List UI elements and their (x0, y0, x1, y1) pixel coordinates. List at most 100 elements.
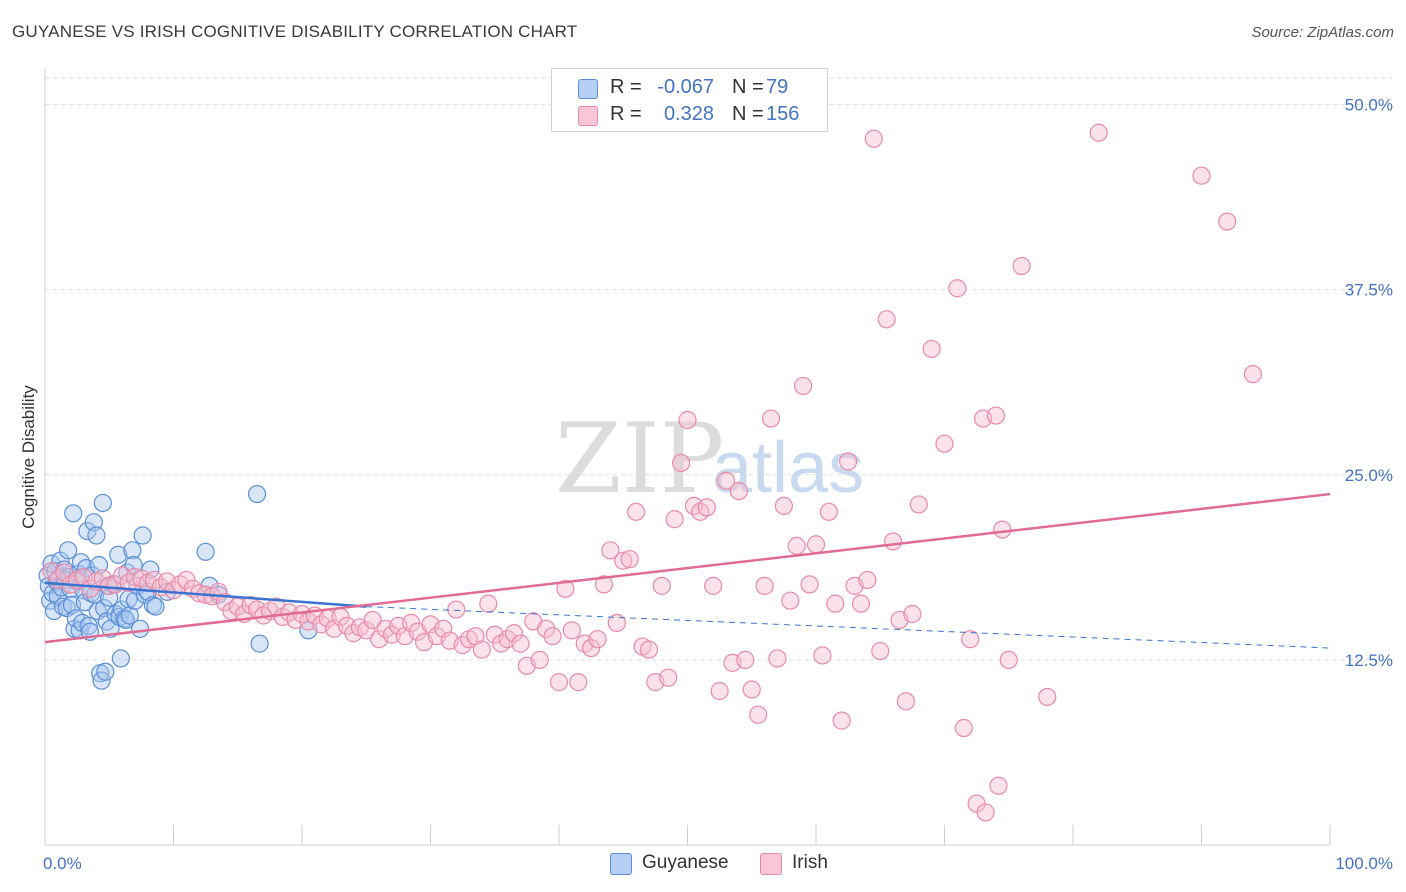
legend-n-value: 156 (766, 103, 800, 125)
guyanese-point (64, 504, 83, 523)
irish-point (781, 591, 800, 610)
irish-point (1012, 256, 1031, 276)
irish-point (832, 711, 851, 730)
irish-point (909, 495, 928, 514)
irish-point (472, 640, 491, 659)
legend-r-value: -0.067 (657, 76, 714, 98)
legend-n-label: N = (732, 103, 764, 125)
irish-point (678, 410, 697, 430)
irish-trend-line (44, 492, 1331, 644)
legend-row-irish: R = 0.328 N = 156 (552, 101, 827, 129)
irish-point (594, 575, 614, 594)
y-tick-label: 50.0% (1345, 96, 1393, 115)
irish-point (588, 630, 607, 649)
guyanese-point (119, 590, 138, 609)
guyanese-point (111, 649, 130, 668)
irish-point (504, 624, 524, 643)
series-legend: Guyanese Irish (0, 852, 1406, 878)
guyanese-point (79, 616, 98, 635)
irish-point (511, 634, 530, 653)
irish-point (479, 594, 498, 613)
irish-swatch (760, 853, 782, 875)
guyanese-trend-dashed (366, 606, 1331, 649)
axis-labels: 12.5% 25.0% 37.5% 50.0% 0.0% 100.0% (43, 96, 1393, 873)
irish-point (989, 776, 1008, 795)
irish-point (999, 650, 1018, 670)
irish-point (736, 650, 755, 670)
irish-point (729, 481, 749, 501)
irish-point (659, 668, 678, 687)
irish-point (864, 129, 883, 148)
guyanese-trend-line (44, 581, 367, 608)
guyanese-point (125, 591, 145, 610)
watermark-zip: ZIP (555, 403, 724, 515)
irish-point (549, 673, 569, 692)
irish-point (761, 409, 781, 428)
irish-point (626, 502, 646, 521)
irish-point (434, 619, 453, 638)
trend-lines (44, 492, 1331, 649)
guyanese-swatch (610, 853, 632, 875)
irish-point (697, 498, 716, 517)
irish-point (871, 641, 890, 661)
irish-point (800, 575, 819, 594)
guyanese-point (93, 493, 112, 513)
irish-point (1089, 123, 1108, 142)
irish-point (794, 376, 813, 396)
guyanese-point (196, 542, 215, 561)
guyanese-point (75, 593, 94, 612)
irish-point (402, 613, 421, 632)
legend-r-label: R = (610, 103, 642, 125)
irish-point (806, 535, 826, 554)
irish-point (813, 646, 832, 665)
guyanese-point (247, 484, 267, 504)
irish-point (1218, 212, 1237, 231)
axes (44, 68, 1331, 846)
legend-n-label: N = (732, 76, 764, 98)
guyanese-point (87, 526, 106, 545)
irish-point (903, 604, 922, 624)
guyanese-point (84, 513, 103, 532)
guyanese-point (250, 634, 269, 653)
legend-label-irish: Irish (792, 852, 828, 873)
irish-point (363, 610, 382, 630)
irish-point (639, 640, 659, 659)
legend-r-label: R = (610, 76, 642, 98)
irish-point (935, 434, 954, 453)
irish-point (768, 649, 787, 668)
source-label: Source: ZipAtlas.com (1251, 24, 1394, 41)
irish-point (607, 613, 626, 632)
guyanese-point (133, 526, 152, 545)
irish-point (1192, 166, 1211, 185)
guyanese-point (146, 597, 165, 616)
irish-point (787, 536, 806, 555)
irish-point (704, 576, 723, 595)
irish-point (447, 600, 466, 619)
irish-swatch (578, 106, 598, 126)
irish-point (976, 803, 995, 822)
chart-title: GUYANESE VS IRISH COGNITIVE DISABILITY C… (12, 22, 578, 41)
irish-point (716, 471, 736, 490)
guyanese-point (130, 619, 150, 638)
irish-point (569, 673, 588, 692)
irish-point (665, 510, 684, 529)
irish-point (986, 406, 1006, 425)
y-axis-label: Cognitive Disability (19, 385, 38, 529)
irish-point (851, 594, 871, 613)
irish-point (537, 619, 556, 638)
irish-point (357, 621, 376, 640)
guyanese-point (78, 521, 97, 541)
x-tick-label: 0.0% (43, 854, 82, 873)
y-tick-label: 12.5% (1345, 651, 1393, 670)
legend-r-value: 0.328 (663, 103, 714, 125)
irish-point (556, 579, 575, 598)
watermark-atlas: atlas (712, 428, 864, 508)
guyanese-point (123, 541, 142, 560)
irish-point (671, 453, 691, 473)
x-tick-label: 100.0% (1335, 854, 1393, 873)
grid-lines (45, 77, 1392, 661)
irish-point (948, 279, 967, 298)
guyanese-point (95, 598, 114, 618)
legend-label-guyanese: Guyanese (642, 852, 729, 873)
